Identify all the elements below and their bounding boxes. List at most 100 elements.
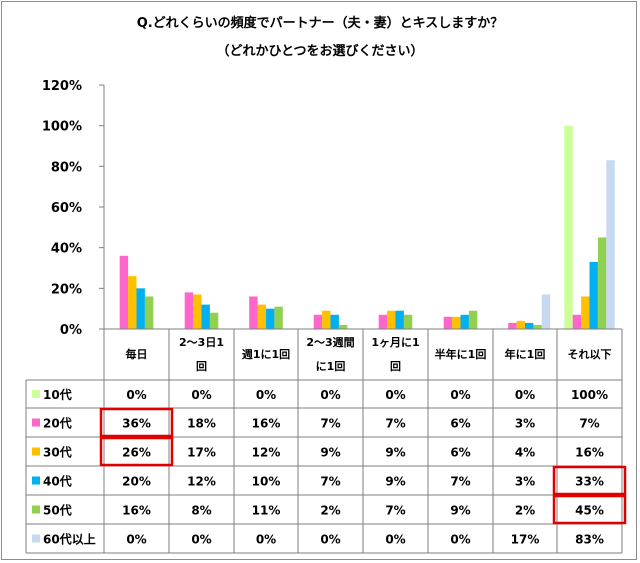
data-label: 7% xyxy=(579,417,599,431)
highlight-box xyxy=(99,407,174,438)
legend-key xyxy=(32,534,40,543)
bar xyxy=(128,276,137,329)
series-name: 20代 xyxy=(43,416,72,431)
chart-title: Q.どれくらいの頻度でパートナー（夫・妻）とキスしますか？ xyxy=(136,16,504,31)
data-label: 0% xyxy=(320,533,340,547)
data-label: 4% xyxy=(515,446,535,460)
bar xyxy=(322,310,331,329)
highlight-box xyxy=(552,494,627,525)
data-label: 18% xyxy=(187,417,216,431)
data-label: 8% xyxy=(191,504,211,518)
data-label: 20% xyxy=(122,475,151,489)
data-label: 7% xyxy=(450,475,470,489)
bar xyxy=(201,304,210,329)
data-label: 45% xyxy=(575,504,604,518)
bar xyxy=(508,322,517,329)
bar xyxy=(313,314,323,329)
data-label: 16% xyxy=(575,446,604,460)
bar xyxy=(403,314,413,329)
category-label: 年に1回 xyxy=(505,347,546,361)
y-tick-label: 60% xyxy=(51,201,82,216)
data-label: 0% xyxy=(450,533,470,547)
category-label: 半年に1回 xyxy=(435,347,487,361)
data-label: 16% xyxy=(252,417,281,431)
y-tick-label: 120% xyxy=(42,79,82,94)
data-label: 17% xyxy=(187,446,216,460)
data-label: 2% xyxy=(515,504,535,518)
data-label: 9% xyxy=(385,475,405,489)
bar xyxy=(525,322,534,329)
bar xyxy=(395,310,404,329)
data-label: 7% xyxy=(385,417,405,431)
highlight-box xyxy=(552,465,627,496)
bar xyxy=(266,308,275,329)
data-label: 7% xyxy=(385,504,405,518)
data-label: 0% xyxy=(256,533,276,547)
data-label: 33% xyxy=(575,475,604,489)
data-label: 0% xyxy=(126,388,146,402)
bar xyxy=(387,310,396,329)
bar xyxy=(257,304,266,329)
data-label: 6% xyxy=(450,417,470,431)
category-label: 回 xyxy=(390,359,401,373)
bar xyxy=(378,314,388,329)
bar xyxy=(119,255,129,329)
series-name: 50代 xyxy=(43,503,72,518)
data-label: 83% xyxy=(575,533,604,547)
data-label: 0% xyxy=(385,533,405,547)
data-label: 0% xyxy=(256,388,276,402)
bar xyxy=(330,314,339,329)
data-label: 0% xyxy=(191,388,211,402)
bar xyxy=(589,261,598,329)
bar xyxy=(572,314,582,329)
bar xyxy=(209,312,219,329)
data-label: 12% xyxy=(187,475,216,489)
legend-key xyxy=(32,505,40,514)
bar xyxy=(144,296,154,329)
bar xyxy=(452,316,461,329)
bar xyxy=(460,314,469,329)
y-tick-label: 40% xyxy=(51,242,82,257)
data-label: 11% xyxy=(252,504,281,518)
bar xyxy=(597,237,607,329)
bar xyxy=(541,294,551,329)
data-label: 9% xyxy=(320,446,340,460)
bar xyxy=(516,320,525,329)
data-label: 2% xyxy=(320,504,340,518)
category-label: に1回 xyxy=(316,359,346,373)
bar xyxy=(184,292,194,329)
data-label: 7% xyxy=(320,475,340,489)
data-label: 0% xyxy=(320,388,340,402)
data-label: 0% xyxy=(191,533,211,547)
category-label: それ以下 xyxy=(568,348,612,361)
bar xyxy=(564,125,573,330)
data-label: 3% xyxy=(515,417,535,431)
data-label: 0% xyxy=(385,388,405,402)
data-label: 0% xyxy=(450,388,470,402)
data-label: 26% xyxy=(122,446,151,460)
data-label: 100% xyxy=(571,388,608,402)
legend-key xyxy=(32,447,40,456)
category-label: 2～3日1 xyxy=(179,336,224,349)
bar xyxy=(338,324,348,329)
data-label: 16% xyxy=(122,504,151,518)
category-label: 2～3週間 xyxy=(306,335,354,349)
legend-key xyxy=(32,418,40,427)
data-label: 9% xyxy=(385,446,405,460)
category-label: 1ヶ月に1 xyxy=(371,336,419,349)
chart-subtitle: （どれかひとつをお選びください） xyxy=(216,44,424,59)
series-name: 60代以上 xyxy=(43,532,96,547)
bar xyxy=(468,310,478,329)
data-label: 12% xyxy=(252,446,281,460)
category-label: 回 xyxy=(196,359,207,373)
bar xyxy=(274,306,283,329)
data-label: 3% xyxy=(515,475,535,489)
data-label: 7% xyxy=(320,417,340,431)
data-label: 17% xyxy=(511,533,540,547)
category-label: 毎日 xyxy=(126,347,148,361)
series-name: 10代 xyxy=(43,387,72,402)
data-label: 0% xyxy=(515,388,535,402)
data-label: 10% xyxy=(252,475,281,489)
